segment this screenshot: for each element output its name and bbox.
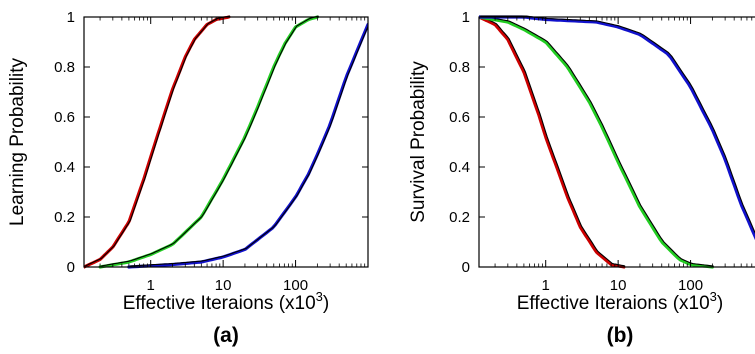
- y-tick-label: 0.6: [449, 109, 470, 126]
- y-tick-label: 0.4: [54, 159, 75, 176]
- plot-frame: [479, 17, 755, 267]
- x-axis-title-main: Effective Iteraions (x10: [123, 293, 316, 314]
- fit-line-series-3: [130, 24, 369, 267]
- y-tick-label: 0: [67, 259, 75, 276]
- y-tick-label: 1: [67, 9, 75, 26]
- y-axis-title: Learning Probability: [7, 58, 28, 226]
- series-group: [84, 16, 369, 267]
- x-axis-title-suffix: ): [717, 293, 723, 314]
- y-tick-label: 0.8: [449, 59, 470, 76]
- x-tick-label: 1: [147, 277, 155, 294]
- y-tick-label: 0.2: [54, 209, 75, 226]
- panel-label: (a): [213, 324, 239, 347]
- chart-panel-b: 0 0.2 0.4 0.6 0.8 1 1 10 100 Survival Probability…: [408, 9, 755, 347]
- data-line-series-3: [479, 17, 755, 255]
- fit-line-series-1: [480, 16, 625, 266]
- data-line-series-2: [100, 17, 317, 267]
- y-tick-label: 0: [462, 259, 470, 276]
- plot-frame: [84, 17, 368, 267]
- x-axis-title-exponent: 3: [316, 289, 323, 304]
- y-tick-label: 0.4: [449, 159, 470, 176]
- y-axis-title: Survival Probability: [408, 61, 429, 223]
- data-line-series-3: [129, 25, 368, 268]
- y-tick-label: 1: [462, 9, 470, 26]
- x-axis-title: Effective Iteraions (x103): [517, 289, 723, 314]
- fit-line-series-1: [85, 16, 230, 266]
- x-tick-label: 10: [610, 277, 627, 294]
- x-axis-title-main: Effective Iteraions (x10: [517, 293, 710, 314]
- x-axis-title-exponent: 3: [710, 289, 717, 304]
- x-tick-label: 100: [678, 277, 703, 294]
- fit-line-series-2: [101, 16, 318, 266]
- y-tick-label: 0.2: [449, 209, 470, 226]
- x-axis-title-suffix: ): [323, 293, 329, 314]
- data-line-series-1: [479, 17, 624, 267]
- x-tick-label: 100: [283, 277, 308, 294]
- y-tick-label: 0.6: [54, 109, 75, 126]
- y-tick-label: 0.8: [54, 59, 75, 76]
- x-tick-label: 1: [542, 277, 550, 294]
- series-group: [479, 16, 755, 267]
- panel-label: (b): [607, 324, 634, 347]
- chart-panel-a: 0 0.2 0.4 0.6 0.8 1 1 10 100 Learning Probability…: [7, 9, 369, 347]
- x-axis-title: Effective Iteraions (x103): [123, 289, 329, 314]
- x-tick-label: 10: [215, 277, 232, 294]
